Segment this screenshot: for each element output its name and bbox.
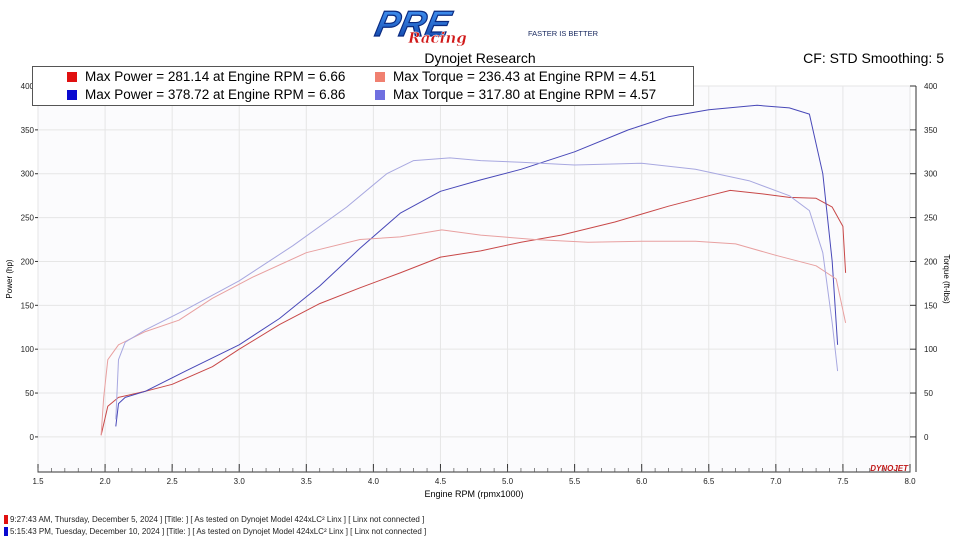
series-line-1: [100, 189, 847, 436]
y2-tick-label: 0: [924, 433, 929, 442]
logo-tagline: FASTER IS BETTER: [528, 29, 599, 38]
y2-tick-label: 100: [924, 345, 938, 354]
y-tick-label: 200: [21, 257, 35, 266]
x-tick-label: 7.5: [837, 477, 849, 486]
plot-area: [37, 85, 911, 473]
x-axis-label: Engine RPM (rpmx1000): [424, 489, 523, 499]
x-tick-label: 5.0: [502, 477, 514, 486]
y2-tick-label: 200: [924, 257, 938, 266]
legend-swatch: [375, 72, 385, 82]
x-tick-label: 1.5: [32, 477, 44, 486]
y2-tick-label: 150: [924, 301, 938, 310]
y-tick-label: 350: [21, 126, 35, 135]
y2-tick-label: 400: [924, 82, 938, 91]
footer-run-1: 9:27:43 AM, Thursday, December 5, 2024 ]…: [4, 515, 424, 524]
y-tick-label: 250: [21, 214, 35, 223]
x-tick-label: 4.0: [368, 477, 380, 486]
svg-text:PRE: PRE: [372, 6, 456, 44]
x-tick-label: 3.5: [301, 477, 313, 486]
pre-racing-logo: PRE Racing FASTER IS BETTER: [371, 6, 599, 46]
x-tick-label: 3.0: [234, 477, 246, 486]
legend-swatch: [67, 72, 77, 82]
y2-tick-label: 300: [924, 170, 938, 179]
x-tick-label: 8.0: [904, 477, 916, 486]
cf-smoothing-info: CF: STD Smoothing: 5: [803, 50, 944, 66]
y2-tick-label: 250: [924, 214, 938, 223]
y2-axis-label: Torque (ft-lbs): [942, 254, 951, 304]
y-tick-label: 300: [21, 170, 35, 179]
y-tick-label: 100: [21, 345, 35, 354]
x-tick-label: 2.0: [100, 477, 112, 486]
x-tick-label: 7.0: [770, 477, 782, 486]
x-tick-label: 2.5: [167, 477, 179, 486]
series-line-2: [115, 104, 839, 427]
legend-entry-torque-2: Max Torque = 317.80 at Engine RPM = 4.57: [375, 87, 656, 102]
y2-tick-label: 50: [924, 389, 933, 398]
svg-text:Racing: Racing: [407, 29, 467, 46]
legend-entry-torque-1: Max Torque = 236.43 at Engine RPM = 4.51: [375, 69, 656, 84]
legend-swatch: [67, 90, 77, 100]
y-axis-label: Power (hp): [5, 259, 14, 298]
legend-entry-power-1: Max Power = 281.14 at Engine RPM = 6.66: [67, 69, 345, 84]
y-tick-label: 0: [30, 433, 35, 442]
dynojet-brand-mark: DYNOJET: [870, 464, 909, 473]
x-tick-label: 4.5: [435, 477, 447, 486]
x-tick-label: 6.0: [636, 477, 648, 486]
chart-title: Dynojet Research: [424, 50, 536, 66]
y-tick-label: 150: [21, 301, 35, 310]
legend-entry-power-2: Max Power = 378.72 at Engine RPM = 6.86: [67, 87, 345, 102]
y-tick-label: 50: [25, 389, 34, 398]
series-line-4: [115, 157, 839, 420]
x-tick-label: 5.5: [569, 477, 581, 486]
legend-swatch: [375, 90, 385, 100]
y-tick-label: 400: [21, 82, 35, 91]
chart-legend: Max Power = 281.14 at Engine RPM = 6.66 …: [32, 66, 694, 106]
y2-tick-label: 350: [924, 126, 938, 135]
footer-run-2: 5:15:43 PM, Tuesday, December 10, 2024 ]…: [4, 527, 426, 536]
x-tick-label: 6.5: [703, 477, 715, 486]
